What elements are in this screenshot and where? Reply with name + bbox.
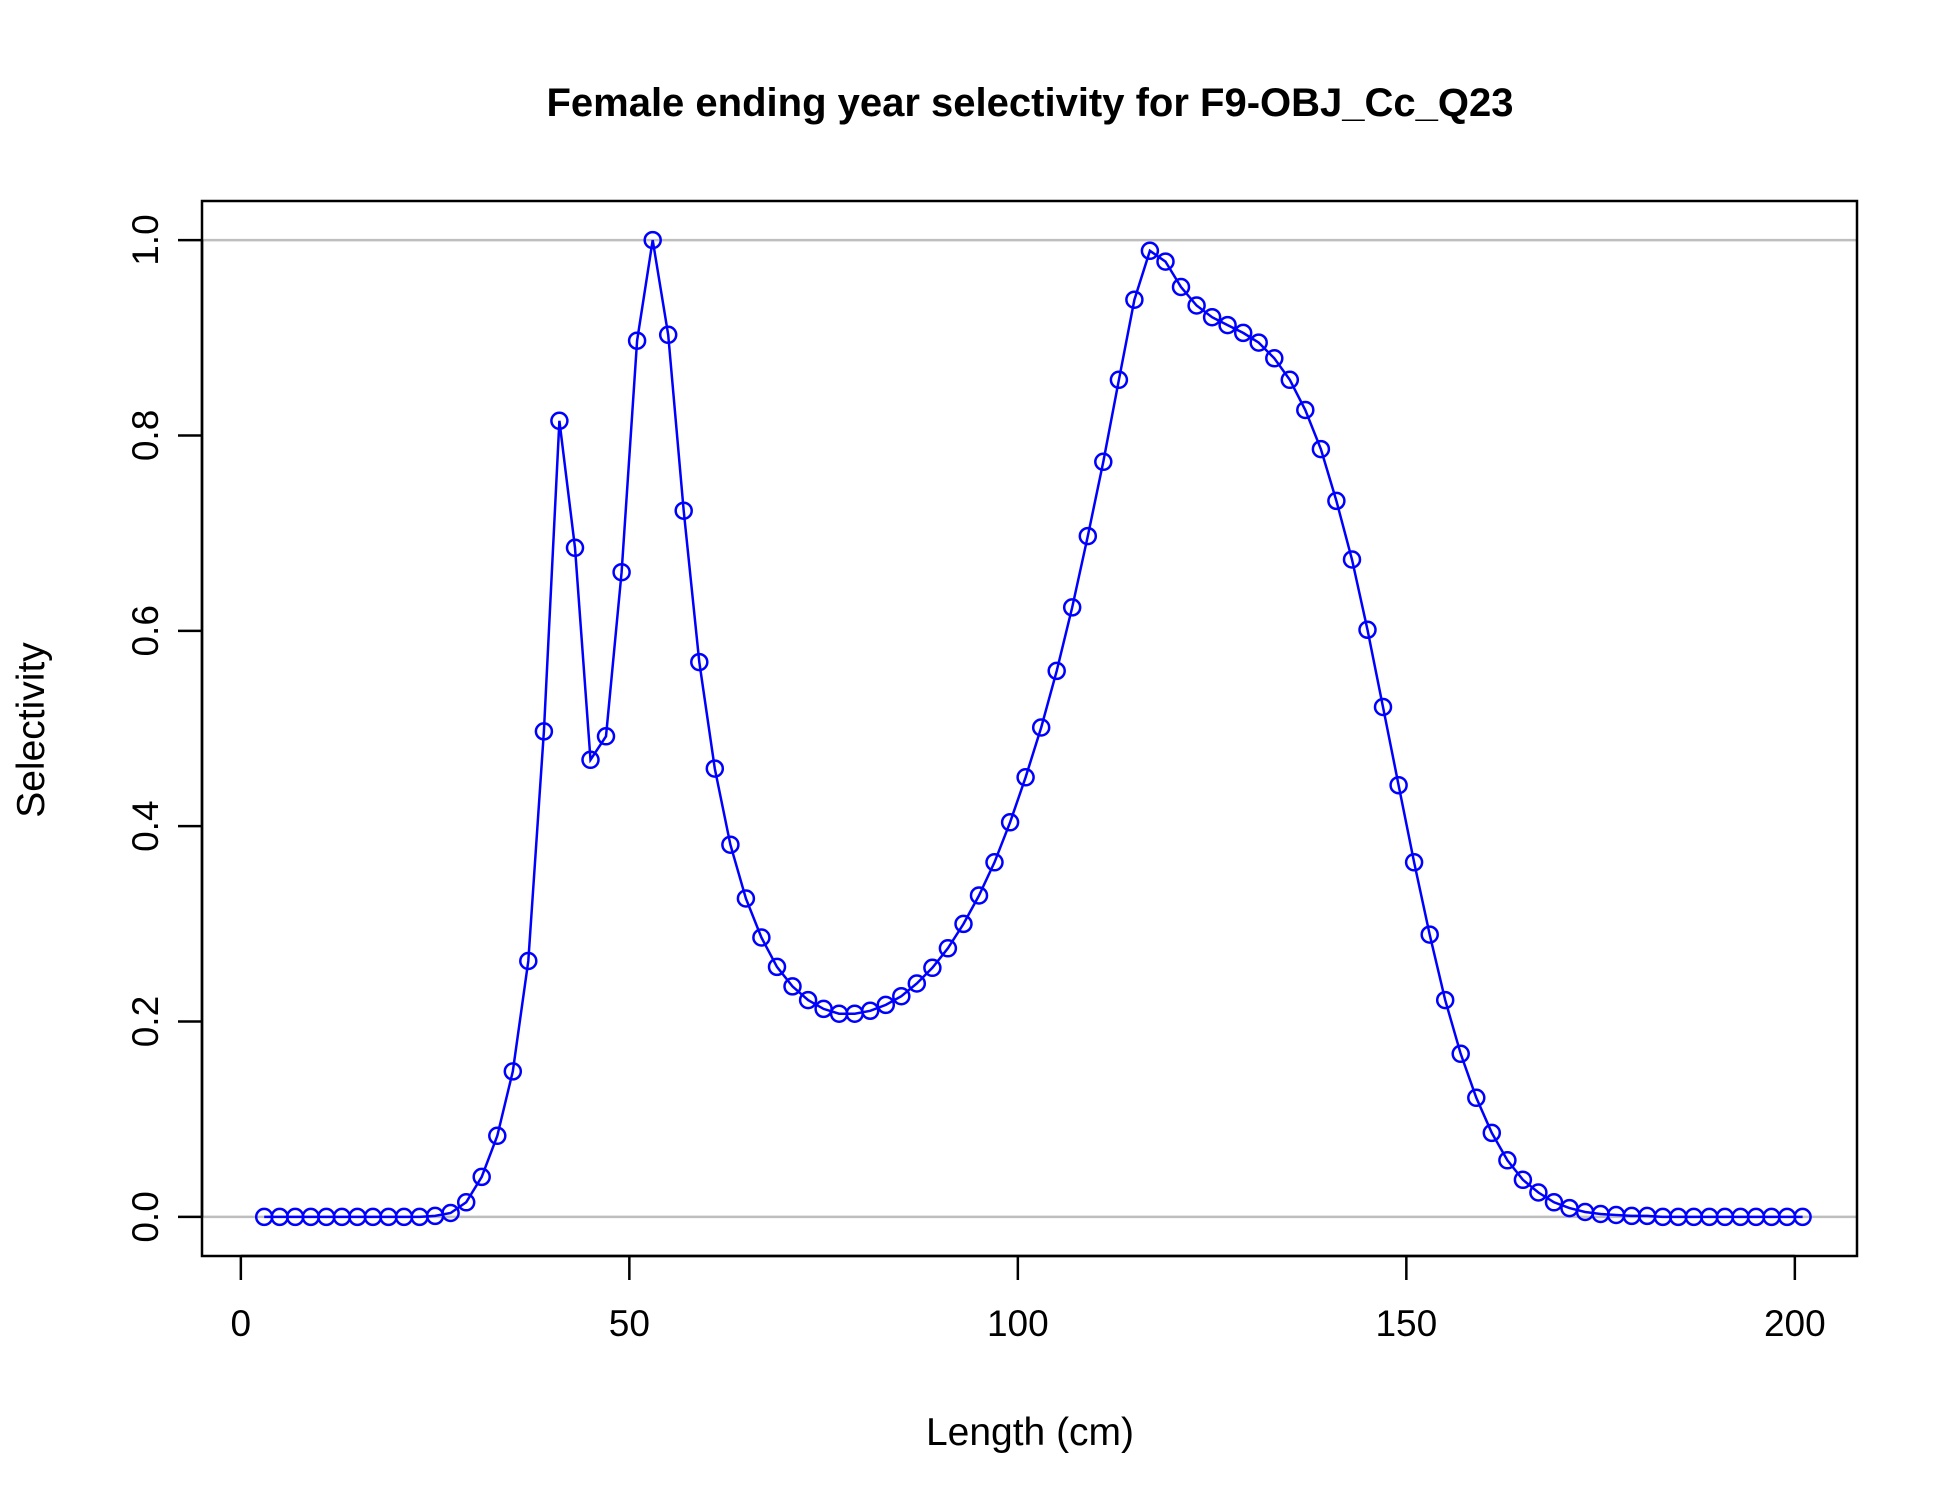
data-point [1140,241,1160,261]
data-point [1467,1088,1486,1108]
data-point [1078,526,1098,546]
data-point [1513,1170,1533,1190]
data-point [1435,990,1455,1010]
data-point [860,1001,880,1021]
data-point [627,331,647,350]
data-point [1280,370,1300,390]
y-tick-label: 1.0 [125,214,166,265]
data-point [1451,1044,1470,1064]
x-tick-label: 200 [1764,1303,1826,1344]
data-point [705,759,725,778]
reference-lines [202,238,1857,1219]
data-point [596,727,616,746]
data-point [503,1062,523,1081]
data-point [519,951,538,971]
x-axis-label: Length (cm) [926,1411,1134,1454]
data-point [1202,307,1222,327]
data-point [1793,1207,1812,1227]
data-point [985,853,1004,872]
data-point [1296,400,1315,420]
x-tick-label: 100 [987,1303,1049,1344]
y-axis-label: Selectivity [10,642,53,818]
data-point [736,889,756,908]
data-point [534,722,554,741]
data-point [1031,718,1051,737]
data-point [907,974,927,993]
data-point [441,1203,460,1223]
data-point [581,750,600,770]
data-point [1094,452,1113,472]
data-point [1249,333,1268,352]
data-point [1109,370,1129,390]
data-point [1544,1193,1564,1212]
data-point [1125,290,1144,309]
data-point [1498,1151,1517,1170]
data-point [923,958,942,978]
data-point [1389,775,1408,795]
data-point [1047,661,1066,681]
data-point [1171,277,1191,297]
data-point [752,928,771,947]
y-tick-label: 0.4 [125,800,166,851]
data-point [798,990,818,1010]
data-point [1327,491,1346,511]
data-point [456,1193,476,1212]
data-point [767,957,787,977]
x-tick-label: 0 [231,1303,252,1344]
data-point [658,325,678,345]
data-point [938,939,958,958]
data-point [1218,315,1237,335]
data-point [1404,853,1424,872]
data-point [1529,1183,1548,1202]
y-axis: 0.0 0.2 0.4 0.6 0.8 1.0 [125,214,204,1243]
data-point [1233,323,1253,343]
data-point [674,501,693,520]
data-point [1062,598,1082,617]
data-point [1156,252,1175,271]
data-point [721,835,740,854]
data-point [1358,620,1377,640]
x-axis: 0 50 100 150 200 [231,1254,1826,1344]
data-point [1016,768,1035,787]
data-point [612,562,631,582]
y-tick-label: 0.0 [125,1191,166,1242]
data-point [1187,296,1206,315]
data-point [783,977,802,996]
plot-frame [200,199,1859,1258]
chart-title: Female ending year selectivity for F9-OB… [546,81,1513,125]
data-point [488,1126,507,1146]
data-point [565,538,585,558]
data-point [1482,1123,1502,1143]
data-point [969,886,989,905]
data-point [1265,349,1284,368]
data-point [954,914,973,934]
data-point [1420,925,1439,944]
y-tick-label: 0.8 [125,410,166,461]
data-point [1373,697,1393,717]
data-point [472,1167,491,1187]
data-point [876,995,896,1015]
x-tick-label: 50 [609,1303,650,1344]
x-tick-label: 150 [1375,1303,1437,1344]
series-points-group [254,230,1812,1227]
data-point [892,986,911,1006]
data-point [1311,439,1331,459]
data-point [690,652,709,672]
data-point [1342,550,1362,569]
data-point [550,411,569,431]
data-point [643,230,662,250]
y-tick-label: 0.2 [125,996,166,1047]
y-tick-label: 0.6 [125,605,166,656]
data-point [1000,813,1020,832]
